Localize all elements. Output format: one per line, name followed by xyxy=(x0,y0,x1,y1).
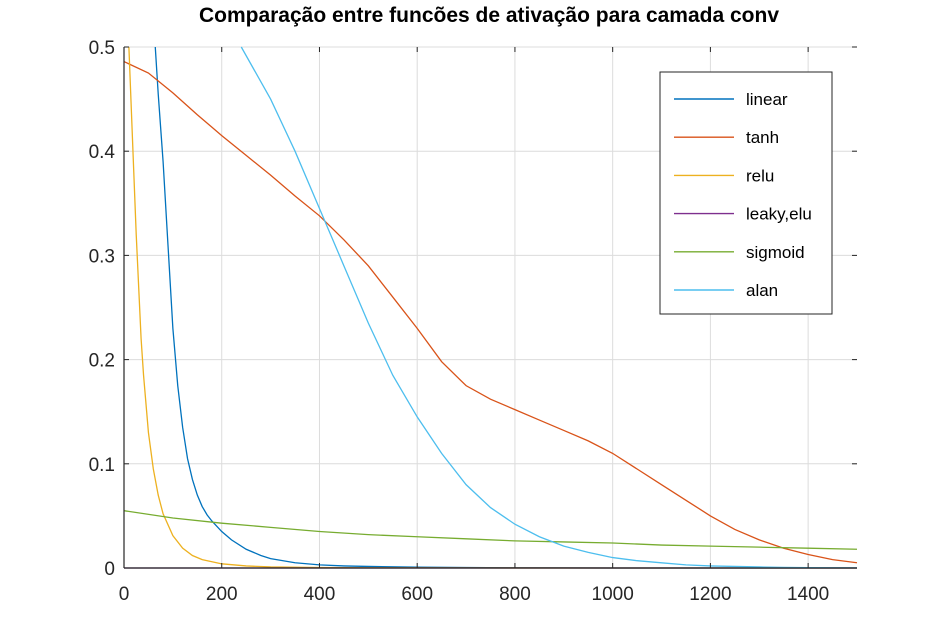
legend-label: linear xyxy=(746,90,788,109)
axes xyxy=(123,47,857,569)
x-tick-label: 0 xyxy=(119,584,130,605)
x-tick-label: 1400 xyxy=(787,584,829,605)
x-tick-label: 200 xyxy=(206,584,238,605)
y-tick-label: 0.1 xyxy=(89,455,115,476)
legend-label: tanh xyxy=(746,128,779,147)
x-tick-label: 600 xyxy=(401,584,433,605)
legend-label: alan xyxy=(746,281,778,300)
legend: linear tanh relu leaky,elu sigmoid alan xyxy=(659,71,833,315)
series-line-tanh xyxy=(123,61,858,564)
y-tick-label: 0.3 xyxy=(89,246,115,267)
x-tick-label: 400 xyxy=(304,584,336,605)
y-tick-label: 0.5 xyxy=(89,38,115,59)
series-line-sigmoid xyxy=(123,510,858,550)
legend-label: leaky,elu xyxy=(746,205,812,224)
series-line-alan xyxy=(240,46,858,569)
y-tick-label: 0.4 xyxy=(89,142,116,163)
x-axis-ticks: 0 200 400 600 800 1000 1200 1400 xyxy=(119,47,829,605)
y-tick-label: 0 xyxy=(104,559,115,580)
chart-title: Comparação entre funcões de ativação par… xyxy=(199,4,779,27)
x-tick-label: 800 xyxy=(499,584,531,605)
y-tick-label: 0.2 xyxy=(89,351,115,372)
legend-label: relu xyxy=(746,166,774,185)
legend-box xyxy=(659,71,833,315)
x-tick-label: 1000 xyxy=(592,584,634,605)
y-axis-ticks: 0 0.1 0.2 0.3 0.4 0.5 xyxy=(89,38,857,580)
x-tick-label: 1200 xyxy=(689,584,731,605)
legend-label: sigmoid xyxy=(746,243,805,262)
